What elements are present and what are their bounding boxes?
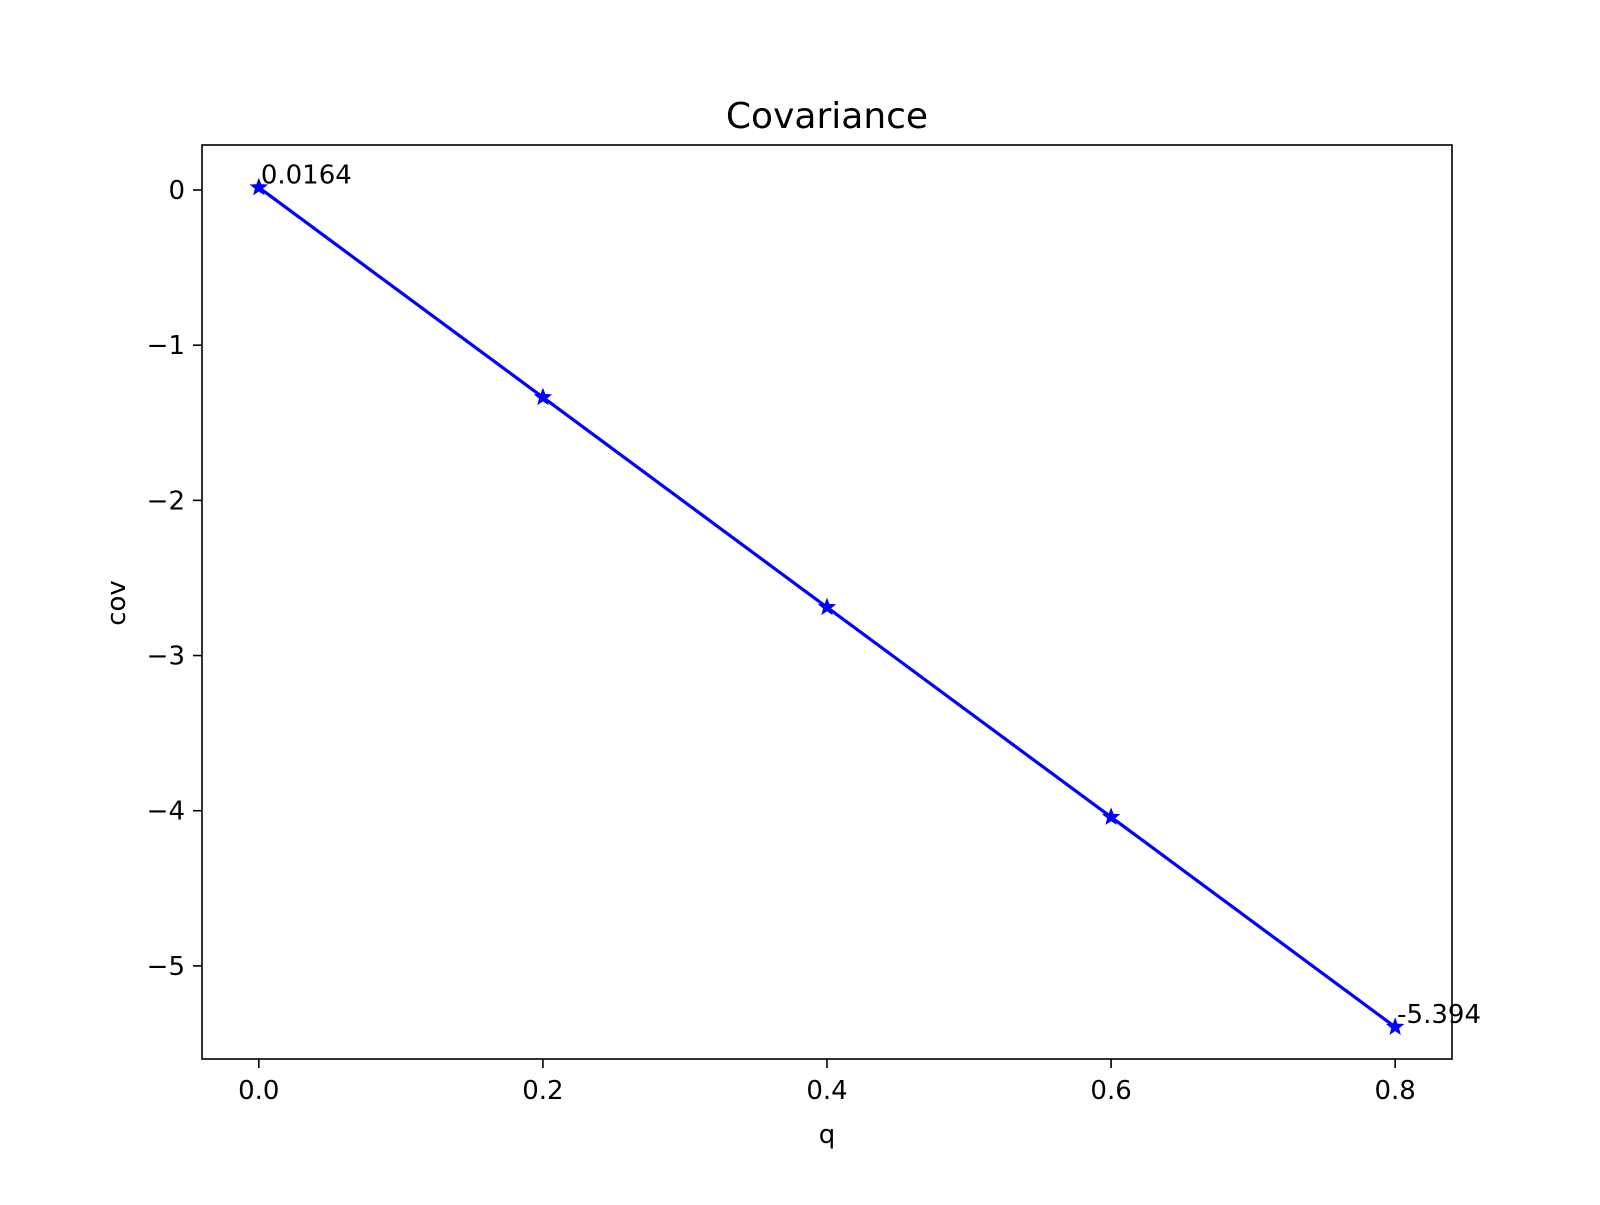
x-tick-label: 0.8 bbox=[1375, 1076, 1416, 1106]
y-axis-label: cov bbox=[102, 580, 132, 626]
chart-title: Covariance bbox=[726, 96, 928, 137]
data-point-star bbox=[249, 177, 269, 196]
plot-layer: 0.0164 -5.394 bbox=[249, 160, 1481, 1035]
x-tick-label: 0.0 bbox=[238, 1076, 279, 1106]
ticks-layer: 0.0 0.2 0.4 0.6 0.8 0 −1 −2 −3 −4 −5 bbox=[147, 176, 1416, 1106]
y-tick-label: 0 bbox=[168, 176, 185, 206]
x-tick-label: 0.4 bbox=[806, 1076, 847, 1106]
y-tick-label: −2 bbox=[147, 486, 185, 516]
y-tick-label: −5 bbox=[147, 952, 185, 982]
x-tick-label: 0.6 bbox=[1090, 1076, 1131, 1106]
data-point-star bbox=[1101, 807, 1121, 825]
data-point-star bbox=[1385, 1017, 1405, 1035]
data-label: -5.394 bbox=[1397, 1000, 1481, 1030]
y-tick-label: −4 bbox=[147, 797, 185, 827]
data-label: 0.0164 bbox=[261, 160, 352, 190]
x-tick-label: 0.2 bbox=[522, 1076, 563, 1106]
x-axis-label: q bbox=[819, 1120, 836, 1150]
y-tick-label: −1 bbox=[147, 331, 185, 361]
data-point-star bbox=[533, 387, 553, 406]
data-point-star bbox=[817, 597, 837, 616]
y-tick-label: −3 bbox=[147, 642, 185, 672]
